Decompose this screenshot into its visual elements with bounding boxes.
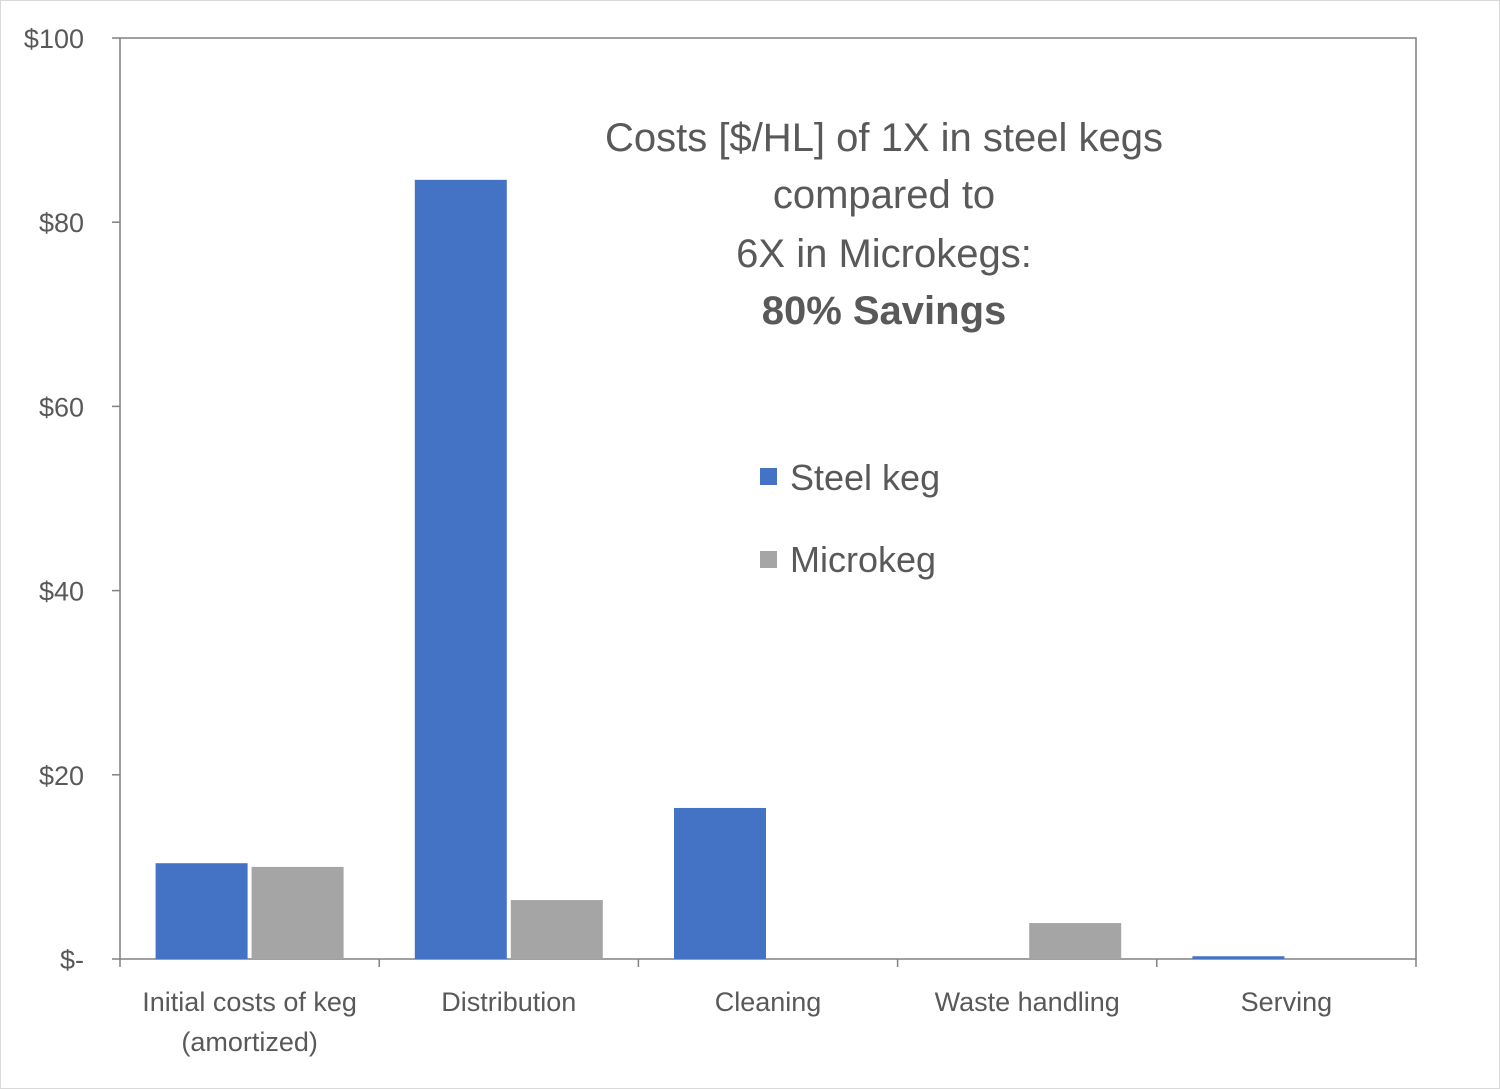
legend: Steel keg Microkeg [760, 457, 940, 580]
x-axis: Initial costs of keg (amortized) Distribut… [119, 959, 1417, 1057]
bar-steel-keg [155, 863, 248, 959]
title-line-2: compared to [773, 173, 995, 217]
y-tick-label: $60 [39, 392, 84, 422]
y-tick-label: $80 [39, 208, 84, 238]
y-tick-label: $40 [39, 577, 84, 607]
x-category-label: Serving [1241, 987, 1333, 1017]
bar-steel-keg [674, 807, 766, 959]
legend-label-microkeg: Microkeg [790, 539, 936, 580]
bar-microkeg [251, 866, 344, 959]
y-axis: $- $20 $40 $60 $80 $100 [24, 24, 120, 975]
x-category-label: Initial costs of keg [142, 987, 357, 1017]
chart-title: Costs [$/HL] of 1X in steel kegs compare… [605, 116, 1163, 333]
bar-microkeg [510, 900, 603, 959]
y-tick-label: $100 [24, 24, 84, 54]
title-line-1: Costs [$/HL] of 1X in steel kegs [605, 116, 1163, 160]
legend-label-steel-keg: Steel keg [790, 457, 940, 498]
x-category-label: Distribution [441, 987, 576, 1017]
bar-microkeg [1029, 923, 1122, 959]
title-line-3: 6X in Microkegs: [736, 232, 1032, 276]
x-category-label: (amortized) [181, 1027, 318, 1057]
x-category-label: Cleaning [715, 987, 822, 1017]
y-tick-label: $20 [39, 761, 84, 791]
bar-steel-keg [1192, 956, 1285, 959]
legend-swatch-steel-keg [760, 468, 777, 485]
bar-steel-keg [414, 179, 507, 960]
bars [155, 179, 1285, 960]
title-line-4-savings: 80% Savings [762, 289, 1007, 333]
legend-swatch-microkeg [760, 551, 777, 568]
x-category-label: Waste handling [935, 987, 1120, 1017]
plot-area-border [119, 37, 1417, 960]
y-tick-label: $- [60, 945, 84, 975]
